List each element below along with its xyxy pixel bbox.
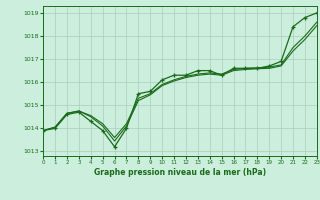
X-axis label: Graphe pression niveau de la mer (hPa): Graphe pression niveau de la mer (hPa) — [94, 168, 266, 177]
